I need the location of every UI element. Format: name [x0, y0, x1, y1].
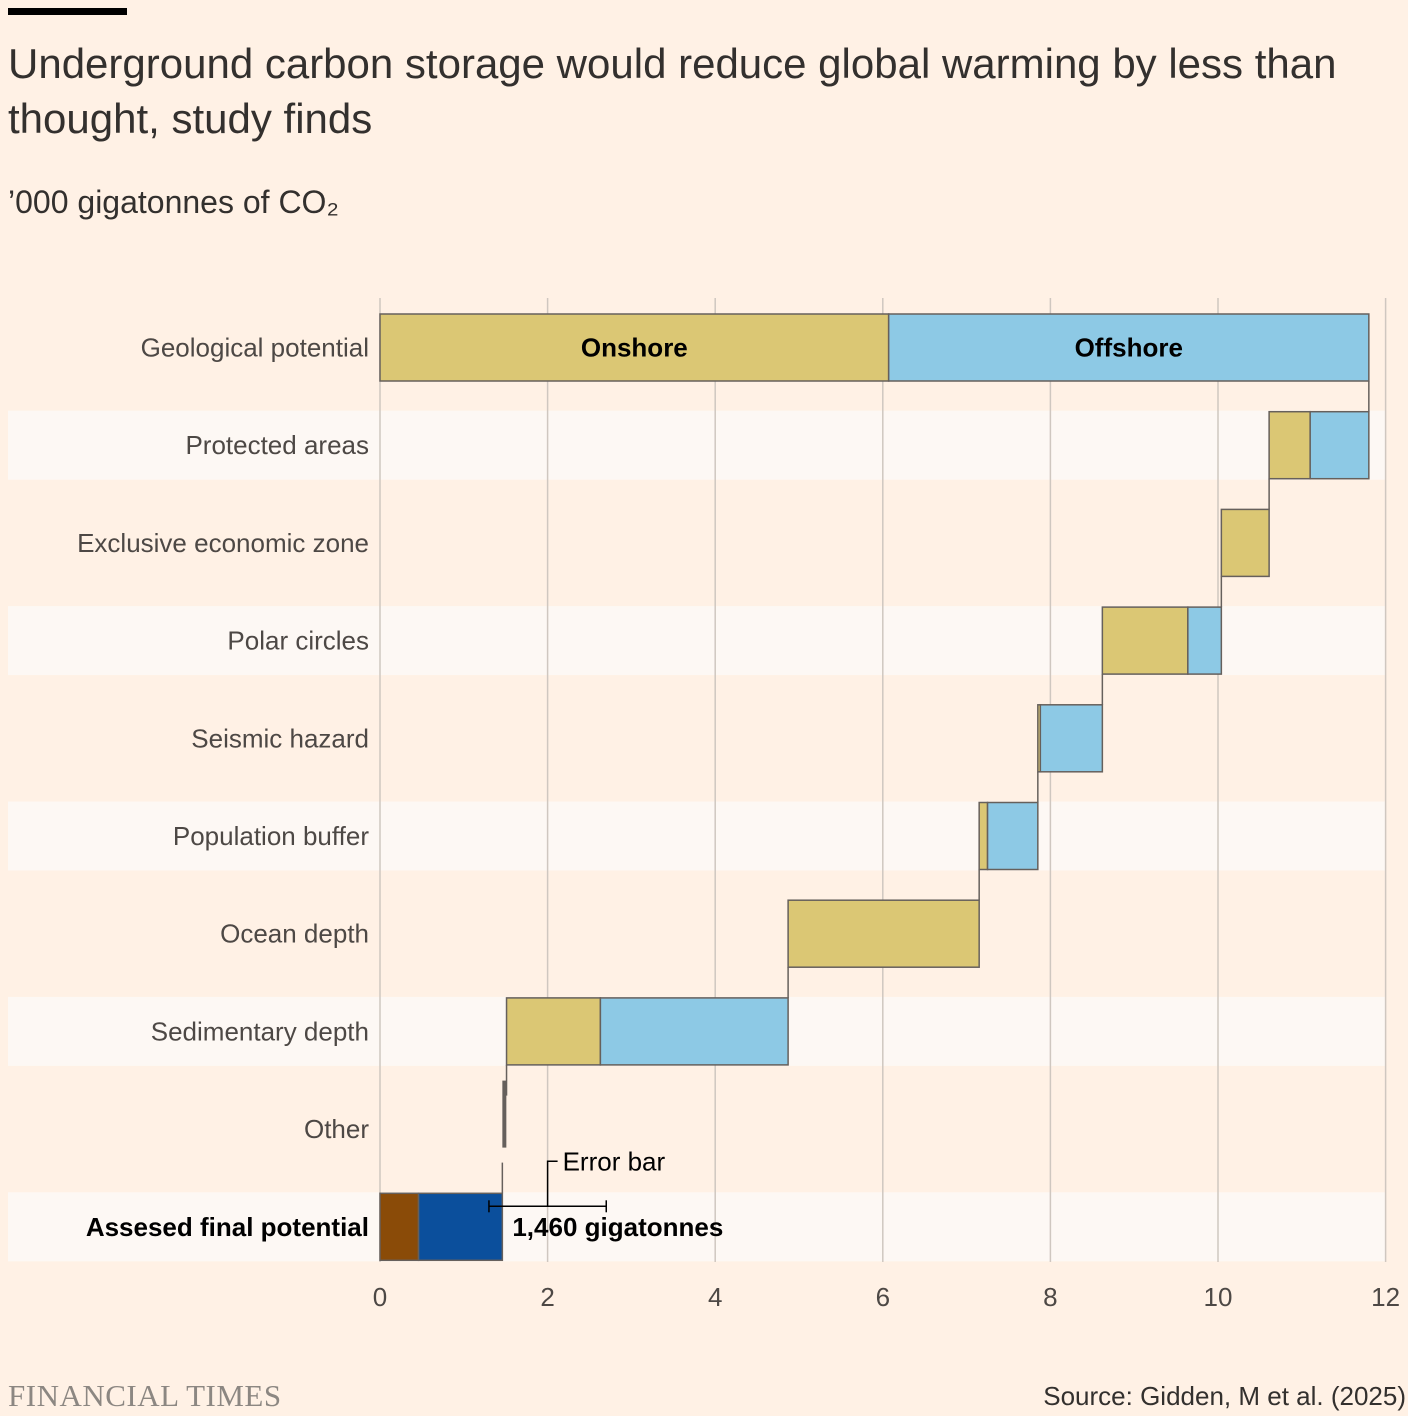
- error-bar-label: Error bar: [563, 1146, 666, 1176]
- bar-offshore-sedimentary-depth: [599, 997, 789, 1066]
- row-band: [8, 1192, 1386, 1262]
- row-label-population-buffer: Population buffer: [173, 821, 369, 851]
- x-tick-label: 2: [540, 1282, 554, 1312]
- bar-other-other: [502, 1080, 507, 1148]
- row-label-polar-circles: Polar circles: [227, 626, 369, 656]
- bar-offshore-assesed-final-potential: [417, 1192, 504, 1262]
- bar-onshore-geological-potential: [379, 313, 890, 382]
- row-label-seismic-hazard: Seismic hazard: [191, 723, 369, 753]
- row-label-sedimentary-depth: Sedimentary depth: [151, 1016, 369, 1046]
- bar-onshore-protected-areas: [1268, 410, 1311, 480]
- x-tick-label: 10: [1204, 1282, 1233, 1312]
- bar-onshore-exclusive-economic-zone: [1220, 508, 1270, 578]
- bar-onshore-sedimentary-depth: [505, 997, 602, 1066]
- row-label-protected-areas: Protected areas: [185, 430, 369, 460]
- row-label-ocean-depth: Ocean depth: [220, 919, 369, 949]
- row-label-assesed-final-potential: Assesed final potential: [86, 1212, 369, 1242]
- bar-onshore-population-buffer: [978, 801, 989, 871]
- bar-onshore-ocean-depth: [787, 899, 980, 968]
- segment-label-offshore: Offshore: [1075, 333, 1183, 363]
- brand-bar: [8, 8, 127, 15]
- row-band: [8, 801, 1386, 871]
- x-tick-label: 12: [1371, 1282, 1400, 1312]
- source-note: Source: Gidden, M et al. (2025): [1043, 1381, 1406, 1411]
- bar-onshore-assesed-final-potential: [379, 1192, 420, 1262]
- chart-subtitle: ’000 gigatonnes of CO₂: [8, 184, 339, 220]
- final-value-label: 1,460 gigatonnes: [512, 1212, 723, 1242]
- bar-offshore-seismic-hazard: [1039, 704, 1104, 773]
- bar-offshore-protected-areas: [1309, 410, 1370, 480]
- row-band: [8, 410, 1386, 480]
- row-label-exclusive-economic-zone: Exclusive economic zone: [77, 528, 369, 558]
- row-label-geological-potential: Geological potential: [141, 333, 369, 363]
- x-tick-label: 4: [708, 1282, 722, 1312]
- segment-label-onshore: Onshore: [581, 333, 688, 363]
- bar-onshore-polar-circles: [1101, 606, 1189, 675]
- error-bar-leader: [546, 1160, 558, 1207]
- x-tick-label: 0: [373, 1282, 387, 1312]
- chart-title: Underground carbon storage would reduce …: [8, 40, 1337, 142]
- bar-offshore-geological-potential: [887, 313, 1370, 382]
- x-tick-label: 6: [876, 1282, 890, 1312]
- ft-logo: FINANCIAL TIMES: [8, 1378, 282, 1413]
- row-label-other: Other: [304, 1114, 369, 1144]
- bar-offshore-polar-circles: [1187, 606, 1223, 675]
- bar-offshore-population-buffer: [986, 801, 1039, 871]
- x-tick-label: 8: [1043, 1282, 1057, 1312]
